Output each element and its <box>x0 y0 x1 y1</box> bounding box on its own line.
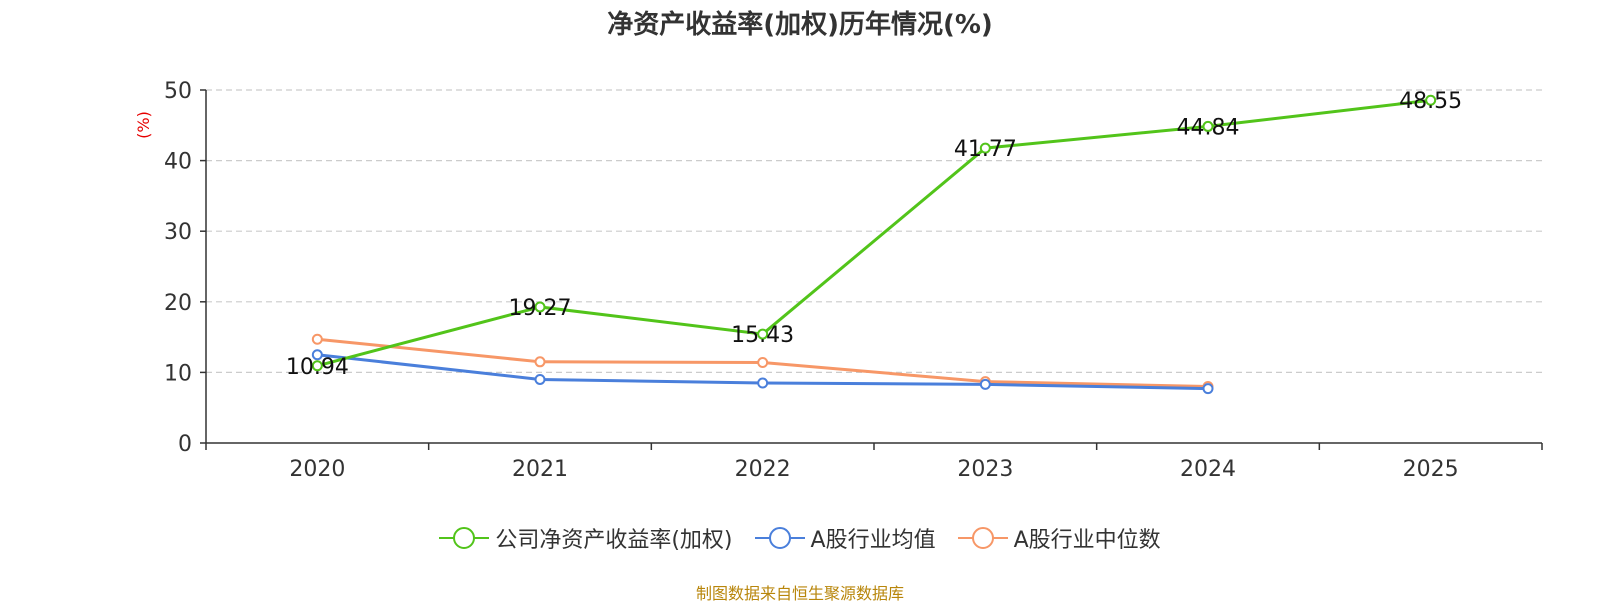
legend-label: 公司净资产收益率(加权) <box>495 528 733 553</box>
data-point <box>1202 383 1214 395</box>
data-point <box>311 360 323 372</box>
grid-lines <box>206 89 1542 373</box>
legend-label: A股行业中位数 <box>1013 528 1161 553</box>
series-lines <box>311 94 1437 395</box>
legend-marker-icon <box>754 526 805 550</box>
y-tick-label: 30 <box>164 220 192 245</box>
data-label: 48.55 <box>1399 89 1462 114</box>
source-note: 制图数据来自恒生聚源数据库 <box>695 584 904 603</box>
data-label: 15.43 <box>731 323 794 348</box>
x-tick-label: 2021 <box>512 457 568 482</box>
x-tick-label: 2022 <box>735 457 791 482</box>
x-tick-label: 2025 <box>1403 457 1459 482</box>
data-label: 19.27 <box>509 296 572 321</box>
data-point <box>534 301 546 313</box>
legend-marker-icon <box>439 526 490 550</box>
data-labels: 10.94 19.27 15.43 41.77 44.84 48.55 <box>286 89 1462 380</box>
data-point <box>757 377 769 389</box>
x-tick-label: 2023 <box>957 457 1013 482</box>
data-point <box>534 356 546 368</box>
y-tick-label: 10 <box>164 361 192 386</box>
legend: 公司净资产收益率(加权) A股行业均值 A股行业中位数 <box>0 522 1600 554</box>
x-tick-label: 2024 <box>1180 457 1236 482</box>
data-point <box>311 333 323 345</box>
legend-item[interactable]: A股行业中位数 <box>957 522 1161 554</box>
x-tick-label: 2020 <box>289 457 345 482</box>
data-point <box>311 349 323 361</box>
data-label: 41.77 <box>954 137 1017 162</box>
y-tick-label: 0 <box>178 432 192 457</box>
legend-marker-icon <box>957 526 1008 550</box>
line-chart: 0 10 20 30 40 50 (%) 2020 2021 2022 2023 2024 2025 1… <box>134 79 1543 482</box>
legend-item[interactable]: 公司净资产收益率(加权) <box>439 522 733 554</box>
y-tick-label: 20 <box>164 291 192 316</box>
data-point <box>979 378 991 390</box>
data-point <box>534 373 546 385</box>
legend-label: A股行业均值 <box>810 528 936 553</box>
legend-item[interactable]: A股行业均值 <box>754 522 936 554</box>
data-point <box>1202 120 1214 132</box>
chart-title: 净资产收益率(加权)历年情况(%) <box>607 10 993 40</box>
data-point <box>757 357 769 369</box>
y-tick-label: 40 <box>164 150 192 175</box>
data-label: 44.84 <box>1177 115 1240 140</box>
data-label: 10.94 <box>286 355 349 380</box>
axes: 0 10 20 30 40 50 (%) 2020 2021 2022 2023 2024 2025 <box>134 79 1543 482</box>
data-point <box>1425 94 1437 106</box>
data-point <box>979 142 991 154</box>
y-tick-label: 50 <box>164 79 192 104</box>
data-point <box>757 328 769 340</box>
y-axis-unit-label: (%) <box>134 111 153 139</box>
series-line <box>316 98 1431 368</box>
